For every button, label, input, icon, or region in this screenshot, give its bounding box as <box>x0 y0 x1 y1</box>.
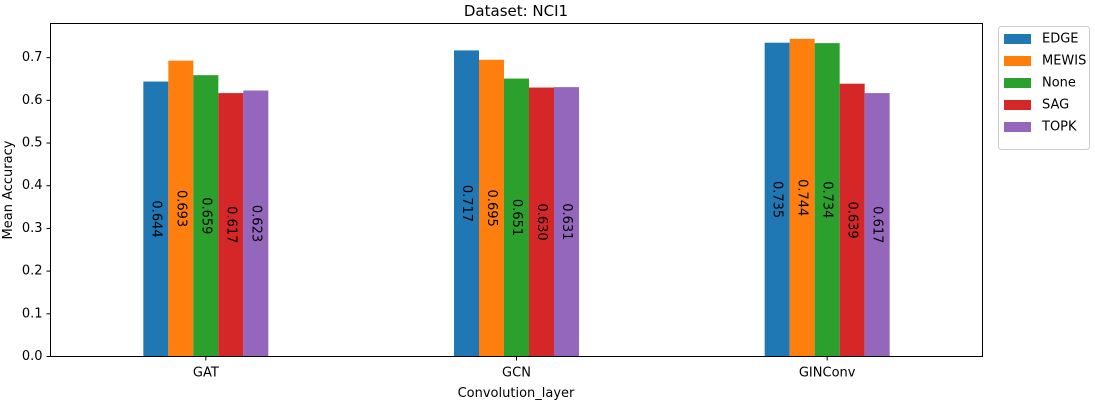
bar-edge-ginconv <box>764 42 790 357</box>
legend-swatch-topk <box>1004 122 1031 132</box>
y-axis-label: Mean Accuracy <box>1 140 16 239</box>
data-label-sag-gat: 0.617 <box>223 206 238 243</box>
x-axis-label: Convolution_layer <box>458 386 575 401</box>
bar-sag-gcn <box>529 87 554 357</box>
y-tick-label: 0.7 <box>22 50 43 65</box>
legend-label-none: None <box>1042 76 1076 91</box>
y-tick-label: 0.0 <box>22 349 43 364</box>
plot-frame <box>50 23 983 357</box>
data-label-mewis-gcn: 0.695 <box>484 190 499 227</box>
legend-swatch-edge <box>1004 34 1031 44</box>
bars-layer: 0.644 0.717 0.735 0.693 0.695 0.744 0.659 0.651… <box>143 38 890 357</box>
bar-mewis-gat <box>168 60 194 357</box>
data-label-edge-gat: 0.644 <box>148 200 163 237</box>
bar-none-gat <box>193 75 219 357</box>
data-label-none-ginconv: 0.734 <box>820 181 835 218</box>
data-label-mewis-ginconv: 0.744 <box>795 179 810 216</box>
bar-topk-gcn <box>554 87 579 357</box>
bar-topk-gat <box>243 90 269 357</box>
bar-mewis-gcn <box>479 59 504 357</box>
y-tick-label: 0.5 <box>22 136 43 151</box>
legend-label-sag: SAG <box>1042 98 1069 113</box>
y-tick-label: 0.1 <box>22 306 43 321</box>
y-axis: 0.0 0.1 0.2 0.3 0.4 0.5 0.6 0.7 <box>22 50 51 364</box>
legend-swatch-mewis <box>1004 56 1031 66</box>
y-tick-label: 0.6 <box>22 93 43 108</box>
legend-label-topk: TOPK <box>1041 120 1077 135</box>
bar-mewis-ginconv <box>789 38 815 357</box>
chart-title: Dataset: NCI1 <box>464 2 568 20</box>
data-label-sag-gcn: 0.630 <box>534 203 549 240</box>
x-tick-label: GCN <box>502 366 531 381</box>
bar-edge-gat <box>143 81 169 357</box>
legend-swatch-none <box>1004 78 1031 88</box>
bar-none-gcn <box>504 78 529 357</box>
data-label-edge-ginconv: 0.735 <box>770 181 785 218</box>
legend-label-mewis: MEWIS <box>1042 54 1086 69</box>
data-label-none-gat: 0.659 <box>198 197 213 234</box>
bar-sag-gat <box>218 93 244 357</box>
x-tick-label: GAT <box>193 366 219 381</box>
bar-none-ginconv <box>814 43 840 357</box>
legend: EDGE MEWIS None SAG TOPK <box>998 26 1090 150</box>
y-tick-label: 0.4 <box>22 178 43 193</box>
bar-topk-ginconv <box>864 93 890 357</box>
legend-swatch-sag <box>1004 100 1031 110</box>
data-label-topk-gat: 0.623 <box>248 205 263 242</box>
legend-label-edge: EDGE <box>1042 32 1079 47</box>
bar-sag-ginconv <box>839 83 865 357</box>
data-label-sag-ginconv: 0.639 <box>845 201 860 238</box>
data-label-topk-gcn: 0.631 <box>559 203 574 240</box>
y-tick-label: 0.2 <box>22 264 43 279</box>
bar-edge-gcn <box>454 50 479 357</box>
x-tick-label: GINConv <box>799 366 856 381</box>
data-label-mewis-gat: 0.693 <box>173 190 188 227</box>
data-label-none-gcn: 0.651 <box>509 199 524 236</box>
data-label-topk-ginconv: 0.617 <box>870 206 885 243</box>
data-label-edge-gcn: 0.717 <box>459 185 474 222</box>
x-axis: GAT GCN GINConv <box>193 356 856 381</box>
y-tick-label: 0.3 <box>22 221 43 236</box>
